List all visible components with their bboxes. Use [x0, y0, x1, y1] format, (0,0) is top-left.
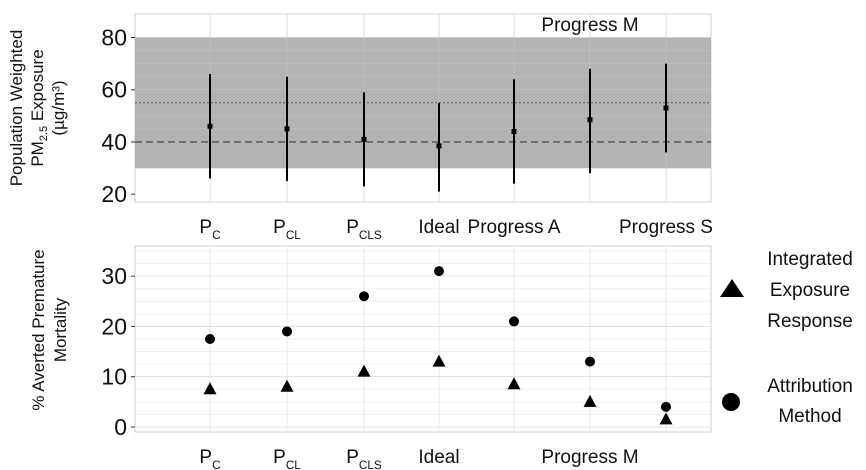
y-axis-label: % Averted Premature Mortality [29, 249, 70, 410]
x-tick-label: PCL [273, 447, 301, 470]
y-tick-label: 40 [101, 129, 127, 155]
x-tick-label: PC [199, 217, 221, 242]
circle-point [434, 266, 444, 277]
exposure-panel: 20 40 60 80 PC PCL PCLS Ideal Progress A Progress… [7, 13, 713, 242]
mean-point [511, 129, 517, 134]
mean-point [207, 123, 213, 129]
x-tick-label: PCLS [346, 217, 382, 242]
x-tick-label: PC [199, 447, 221, 470]
mortality-panel: 0 10 20 30 PC PCL PCLS Ideal Progress M % Averted… [29, 245, 712, 470]
y-tick-label: 0 [114, 414, 127, 440]
triangle-point [432, 354, 446, 367]
y-tick-label: 30 [101, 263, 127, 289]
x-tick-label: Progress S [619, 217, 713, 238]
circle-point [509, 316, 519, 327]
circle-point [205, 334, 215, 344]
circle-point [359, 291, 369, 302]
circle-point [282, 326, 292, 337]
y-tick-label: 60 [101, 77, 127, 103]
svg-text:PM2.5 Exposure: PM2.5 Exposure [28, 49, 50, 166]
legend-label: Response [767, 311, 853, 332]
circle-point [585, 356, 595, 367]
x-tick-label: Progress M [541, 15, 638, 36]
y-tick-label: 20 [101, 313, 127, 339]
mean-point [436, 143, 442, 149]
y-tick-label: 10 [101, 364, 127, 390]
x-tick-label: Ideal [418, 217, 459, 238]
legend-triangle-icon [720, 279, 744, 297]
mean-point [663, 105, 669, 111]
triangle-point [280, 379, 294, 392]
triangle-point [659, 412, 673, 425]
mean-point [284, 126, 290, 132]
legend-label: Method [778, 406, 841, 427]
x-tick-label: Progress M [541, 447, 638, 468]
triangle-point [203, 382, 217, 395]
legend: Integrated Exposure Response Attribution Met… [720, 249, 853, 427]
triangle-point [583, 394, 597, 407]
y-tick-label: 20 [101, 181, 127, 207]
x-tick-label: PCL [273, 217, 301, 242]
x-tick-label: PCLS [346, 447, 382, 470]
svg-text:Mortality: Mortality [51, 297, 70, 362]
svg-text:Population Weighted: Population Weighted [7, 30, 26, 187]
svg-text:(µg/m³): (µg/m³) [49, 80, 68, 135]
mean-point [587, 117, 593, 123]
triangle-point [507, 377, 521, 390]
mean-point [361, 136, 367, 142]
circle-point [661, 401, 671, 412]
legend-label: Integrated [767, 249, 853, 270]
x-tick-label: Ideal [418, 447, 459, 468]
legend-label: Attribution [767, 376, 853, 397]
legend-label: Exposure [770, 280, 850, 301]
x-tick-label: Progress A [468, 217, 561, 238]
y-axis-label: Population Weighted PM2.5 Exposure (µg/m³) [7, 30, 68, 187]
triangle-point [357, 364, 371, 377]
svg-text:% Averted Premature: % Averted Premature [29, 249, 48, 410]
legend-circle-icon [722, 393, 740, 411]
y-tick-label: 80 [101, 25, 127, 51]
